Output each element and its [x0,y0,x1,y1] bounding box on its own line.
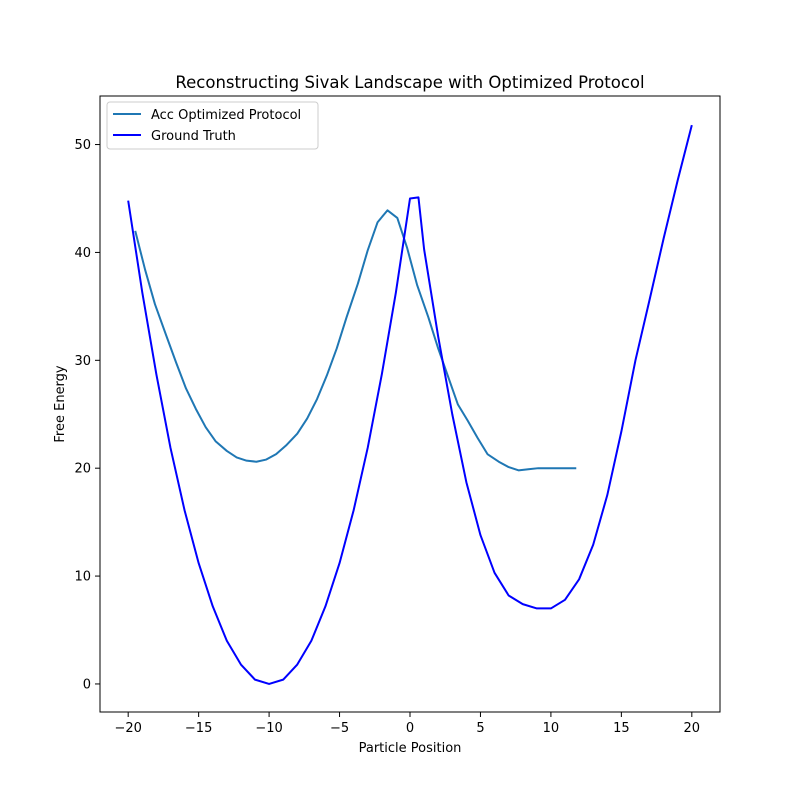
x-tick-label: −20 [114,721,141,736]
chart-title: Reconstructing Sivak Landscape with Opti… [175,73,644,92]
legend-label-acc-optimized-protocol: Acc Optimized Protocol [151,108,301,123]
x-tick-label: 5 [476,721,484,736]
y-tick-label: 10 [74,570,91,585]
x-tick-label: 10 [543,721,560,736]
y-tick-label: 40 [74,246,91,261]
y-tick-label: 20 [74,462,91,477]
x-tick-label: 15 [613,721,630,736]
plot-area: −20 −15 −10 −5 0 5 10 15 20 0 10 20 30 40 50 [74,95,721,736]
x-tick-label: 0 [406,721,414,736]
legend-frame [106,101,319,150]
y-tick-label: 50 [74,138,91,153]
y-axis-label: Free Energy [53,365,68,443]
x-axis: −20 −15 −10 −5 0 5 10 15 20 [114,712,700,736]
series-line-ground-truth [127,124,693,685]
legend: Acc Optimized Protocol Ground Truth [106,101,319,150]
x-tick-label: −5 [330,721,349,736]
y-tick-label: 30 [74,354,91,369]
x-tick-label: −15 [185,721,212,736]
x-axis-label: Particle Position [359,741,462,756]
series-line-acc-optimized-protocol [134,209,577,472]
y-tick-label: 0 [83,677,91,692]
x-tick-label: −10 [255,721,282,736]
axes-frame [99,95,721,713]
series-layer [127,124,693,685]
y-axis: 0 10 20 30 40 50 [74,138,100,692]
legend-label-ground-truth: Ground Truth [151,129,236,144]
x-tick-label: 20 [684,721,701,736]
